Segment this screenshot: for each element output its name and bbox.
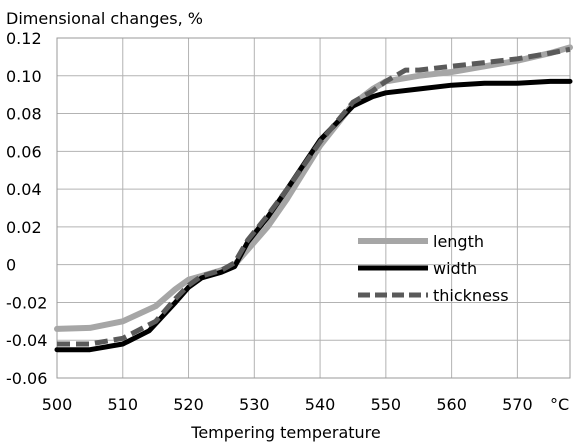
y-tick-label: -0.02 xyxy=(6,293,47,312)
y-tick-label: 0.08 xyxy=(6,105,42,124)
x-tick-label: 520 xyxy=(173,395,204,414)
x-axis-title: Tempering temperature xyxy=(190,423,380,442)
x-tick-label: 530 xyxy=(239,395,270,414)
y-tick-label: 0.04 xyxy=(6,180,42,199)
series-line-length xyxy=(54,44,573,332)
legend-label-thickness: thickness xyxy=(433,286,509,305)
y-tick-label: 0.06 xyxy=(6,142,42,161)
y-tick-label: 0.02 xyxy=(6,218,42,237)
series-lines xyxy=(54,44,573,353)
x-tick-label: 500 xyxy=(42,395,73,414)
y-tick-label: 0.10 xyxy=(6,67,42,86)
y-tick-label: 0 xyxy=(6,256,16,275)
x-tick-labels: 500 510 520 530 540 550 560 570 xyxy=(42,395,533,414)
x-tick-label: 570 xyxy=(502,395,533,414)
y-tick-label: 0.12 xyxy=(6,29,42,48)
x-tick-label: 510 xyxy=(107,395,138,414)
y-tick-labels: -0.06 -0.04 -0.02 0 0.02 0.04 0.06 0.08 0.10 0.12 xyxy=(6,29,47,388)
plot-frame xyxy=(56,37,571,379)
x-tick-label: 540 xyxy=(305,395,336,414)
x-tick-label: 560 xyxy=(436,395,467,414)
legend-label-width: width xyxy=(433,259,477,278)
chart-title: Dimensional changes, % xyxy=(6,9,203,28)
legend-label-length: length xyxy=(433,232,484,251)
y-tick-label: -0.04 xyxy=(6,331,47,350)
x-tick-label: 550 xyxy=(371,395,402,414)
series-line-thickness xyxy=(57,46,571,347)
gridlines xyxy=(56,37,570,379)
series-line-width xyxy=(54,78,573,353)
legend: length width thickness xyxy=(358,232,509,305)
x-unit-label: °C xyxy=(550,395,569,414)
y-tick-label: -0.06 xyxy=(6,369,47,388)
